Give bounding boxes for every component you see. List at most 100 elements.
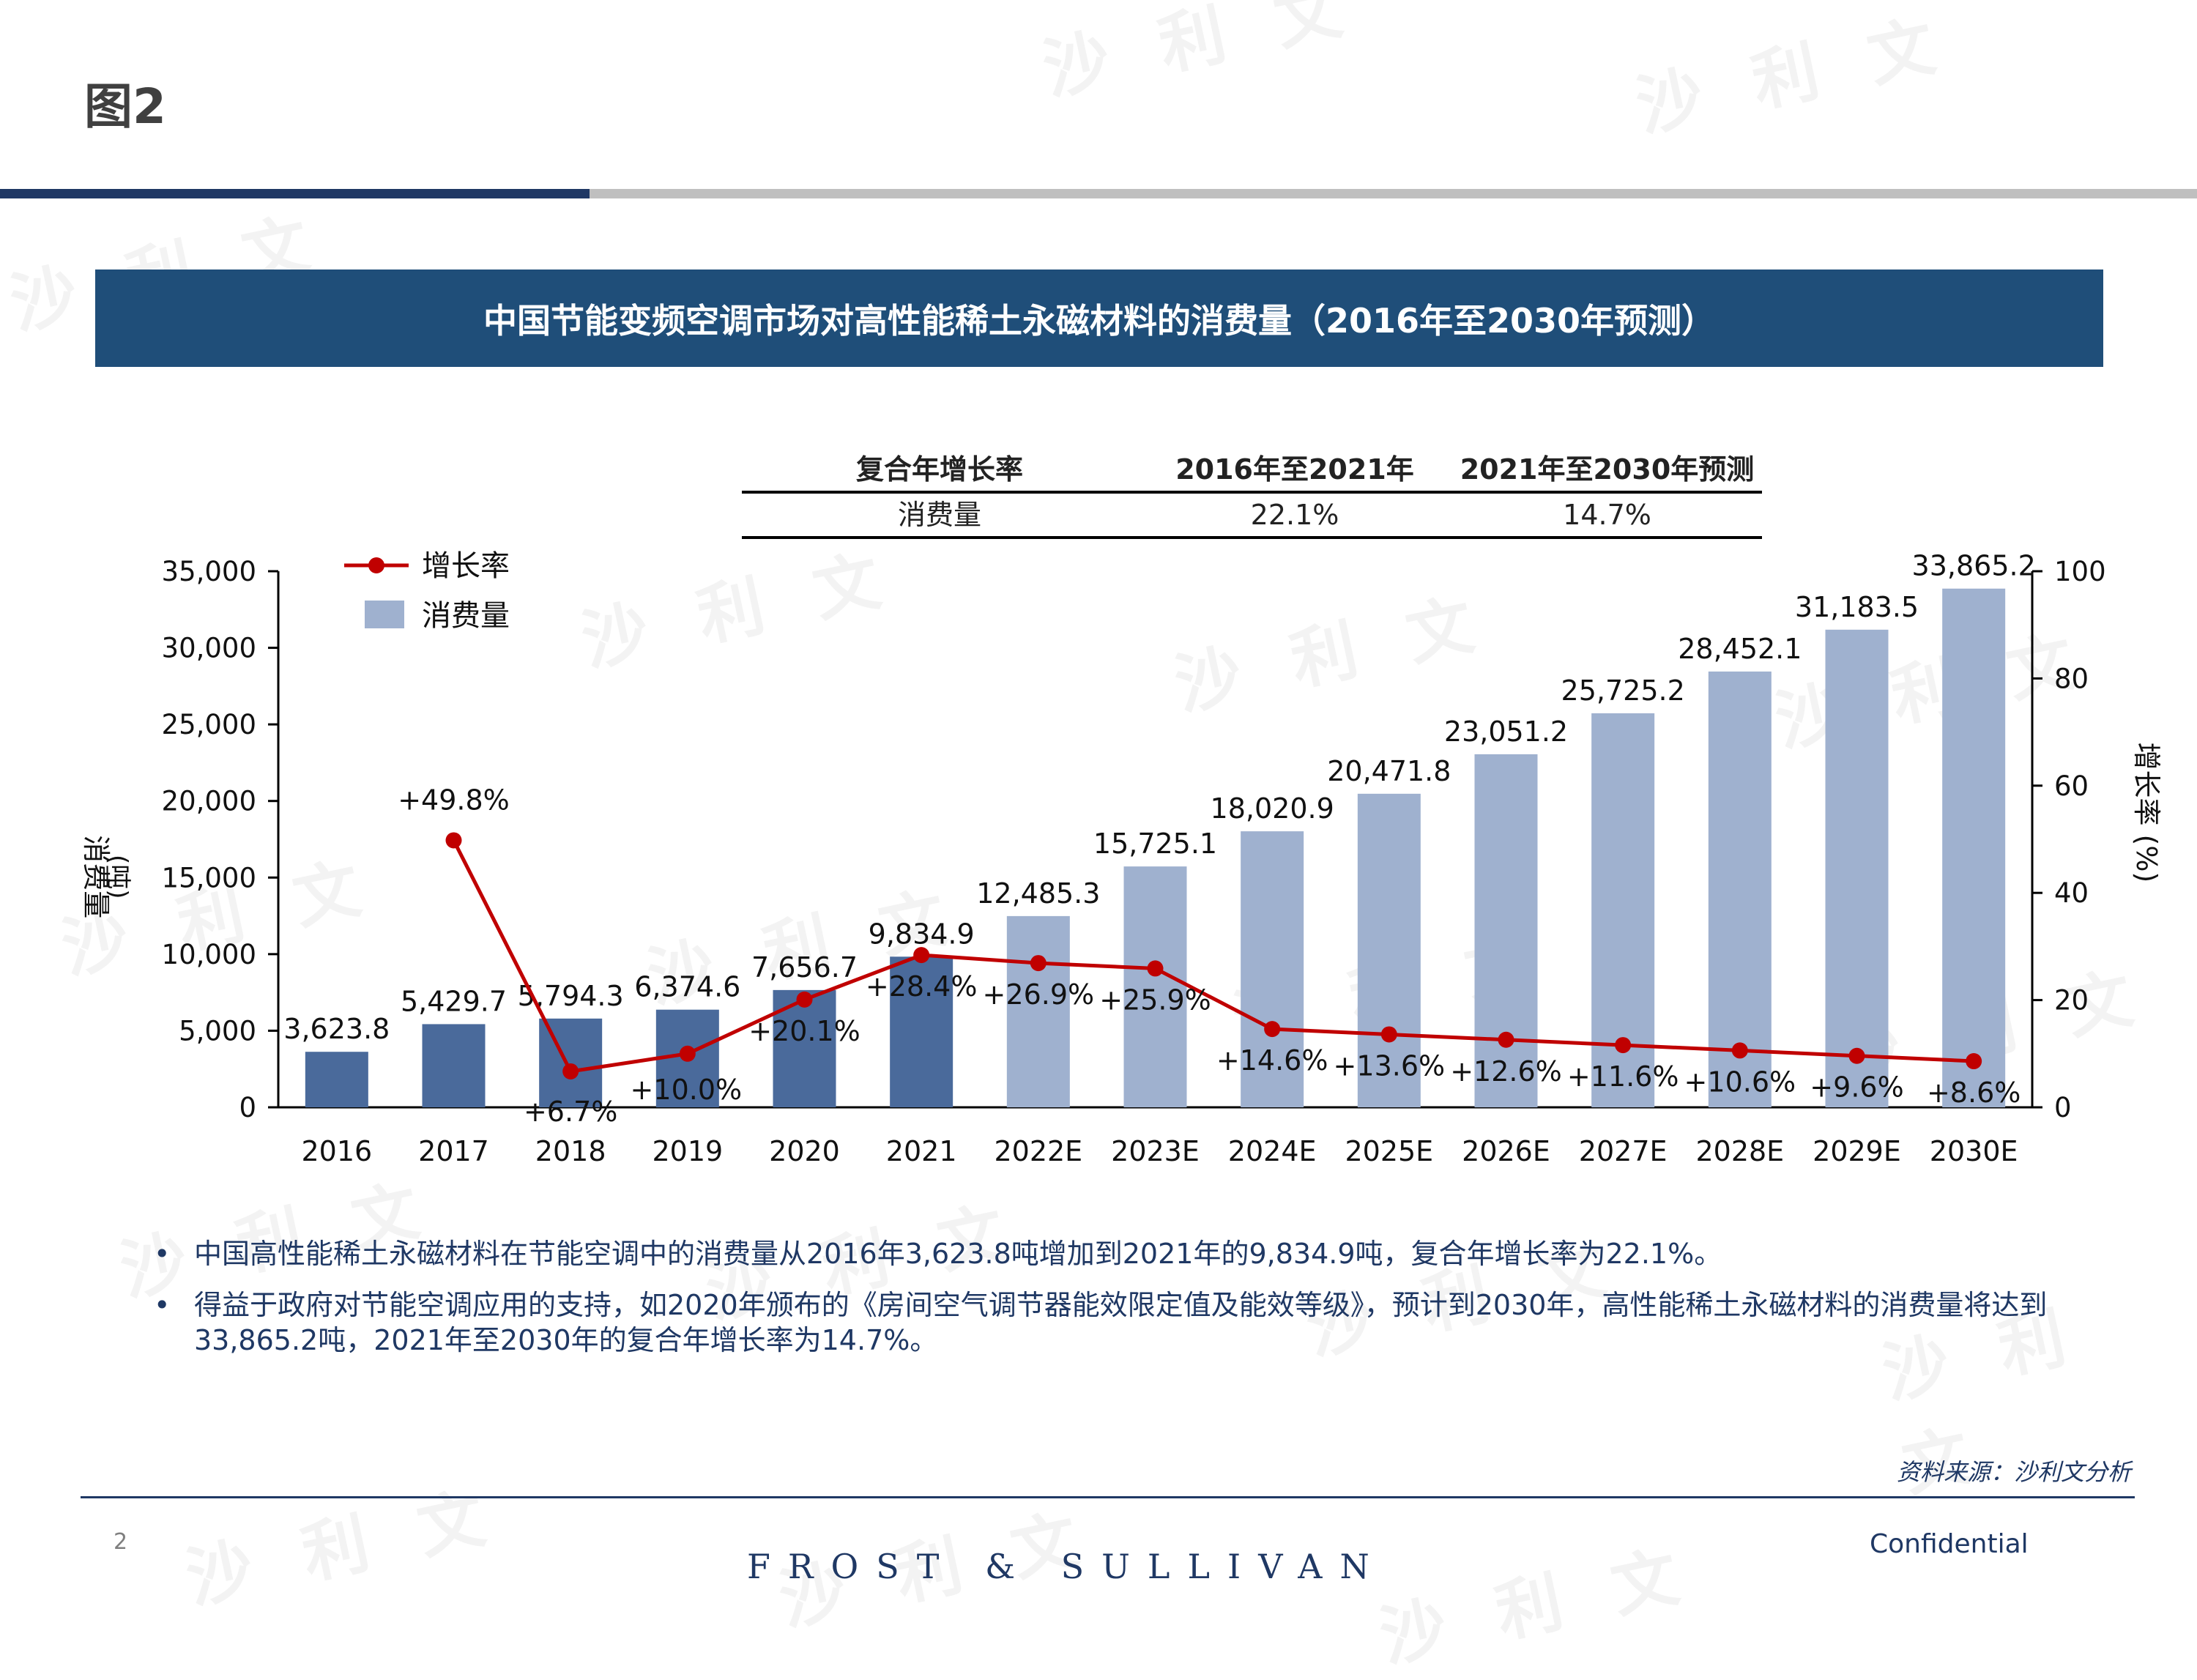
header-rule-light bbox=[590, 189, 2197, 198]
bar-2025E bbox=[1357, 793, 1421, 1107]
legend-label: 消费量 bbox=[422, 599, 510, 633]
bar-value-label: 31,183.5 bbox=[1795, 591, 1919, 623]
growth-rate-point bbox=[796, 991, 813, 1008]
growth-rate-line bbox=[452, 839, 1974, 1074]
growth-rate-point bbox=[562, 1063, 579, 1079]
y2-tick-label: 40 bbox=[2054, 877, 2089, 909]
bar-2022E bbox=[1006, 915, 1070, 1107]
x-tick-label: 2022E bbox=[994, 1135, 1082, 1167]
growth-rate-label: +8.6% bbox=[1927, 1077, 2021, 1109]
growth-rate-label: +14.6% bbox=[1216, 1044, 1328, 1077]
cagr-header-cell: 2021年至2030年预测 bbox=[1460, 453, 1755, 486]
growth-rate-point bbox=[1380, 1026, 1397, 1043]
bar-value-label: 18,020.9 bbox=[1211, 792, 1334, 825]
cagr-data-row: 消费量 22.1% 14.7% bbox=[742, 494, 1762, 539]
y-tick-label: 10,000 bbox=[162, 939, 256, 970]
y-tick-label: 30,000 bbox=[162, 633, 256, 664]
growth-rate-label: +9.6% bbox=[1810, 1071, 1903, 1104]
bullet-list: • 中国高性能稀土永磁材料在节能空调中的消费量从2016年3,623.8吨增加到… bbox=[154, 1236, 2094, 1374]
watermark: 沙 利 文 bbox=[179, 1476, 506, 1618]
legend-line-marker bbox=[368, 557, 384, 573]
x-tick-label: 2016 bbox=[301, 1135, 372, 1167]
x-tick-label: 2027E bbox=[1579, 1135, 1668, 1167]
bar-value-label: 9,834.9 bbox=[869, 918, 975, 950]
growth-rate-label: +26.9% bbox=[983, 978, 1095, 1011]
y-axis-title-unit: (吨) bbox=[103, 855, 133, 899]
bar-value-label: 5,429.7 bbox=[401, 985, 507, 1017]
bar-value-label: 6,374.6 bbox=[634, 971, 740, 1003]
growth-rate-label: +12.6% bbox=[1450, 1055, 1562, 1088]
x-tick-label: 2030E bbox=[1930, 1135, 2018, 1167]
growth-rate-point bbox=[1731, 1042, 1748, 1059]
chart-title: 中国节能变频空调市场对高性能稀土永磁材料的消费量（2016年至2030年预测） bbox=[483, 300, 1716, 341]
bar-2030E bbox=[1942, 588, 2006, 1107]
bullet-text: 得益于政府对节能空调应用的支持，如2020年颁布的《房间空气调节器能效限定值及能… bbox=[194, 1289, 2048, 1356]
bar-value-label: 3,623.8 bbox=[283, 1013, 390, 1045]
x-tick-label: 2020 bbox=[769, 1135, 840, 1167]
bar-value-label: 15,725.1 bbox=[1093, 828, 1217, 860]
cagr-header-row: 复合年增长率 2016年至2021年 2021年至2030年预测 bbox=[742, 448, 1762, 494]
page-number: 2 bbox=[114, 1529, 128, 1555]
growth-rate-label: +28.4% bbox=[866, 970, 978, 1003]
growth-rate-point bbox=[913, 947, 930, 964]
growth-rate-point bbox=[679, 1045, 696, 1062]
x-tick-label: 2019 bbox=[652, 1135, 723, 1167]
growth-rate-point bbox=[1848, 1047, 1865, 1064]
y2-tick-label: 60 bbox=[2054, 770, 2089, 802]
y-tick-label: 5,000 bbox=[179, 1015, 256, 1047]
growth-rate-label: +10.0% bbox=[631, 1074, 743, 1106]
bar-value-label: 5,794.3 bbox=[518, 980, 624, 1012]
cagr-header-cell: 复合年增长率 bbox=[855, 453, 1023, 486]
y2-tick-label: 0 bbox=[2054, 1092, 2072, 1123]
growth-rate-point bbox=[1264, 1021, 1281, 1038]
chart-title-bar: 中国节能变频空调市场对高性能稀土永磁材料的消费量（2016年至2030年预测） bbox=[95, 270, 2103, 367]
cagr-table: 复合年增长率 2016年至2021年 2021年至2030年预测 消费量 22.… bbox=[742, 448, 1762, 539]
y-tick-label: 20,000 bbox=[162, 786, 256, 817]
bar-2023E bbox=[1123, 866, 1187, 1107]
cagr-cell: 22.1% bbox=[1250, 499, 1339, 531]
legend-bar-swatch bbox=[365, 601, 404, 628]
legend-label: 增长率 bbox=[422, 549, 510, 583]
x-tick-label: 2023E bbox=[1111, 1135, 1200, 1167]
growth-rate-point bbox=[1030, 955, 1047, 972]
bullet-text: 中国高性能稀土永磁材料在节能空调中的消费量从2016年3,623.8吨增加到20… bbox=[194, 1238, 1722, 1270]
x-tick-label: 2017 bbox=[418, 1135, 489, 1167]
growth-rate-label: +49.8% bbox=[398, 784, 510, 816]
cagr-header-cell: 2016年至2021年 bbox=[1175, 453, 1414, 486]
figure-label: 图2 bbox=[84, 78, 166, 135]
cagr-cell: 14.7% bbox=[1563, 499, 1651, 531]
y-axis-title-line: 消费量 bbox=[80, 835, 112, 918]
y2-tick-label: 80 bbox=[2054, 663, 2089, 694]
x-tick-label: 2028E bbox=[1695, 1135, 1784, 1167]
growth-rate-label: +10.6% bbox=[1684, 1066, 1796, 1098]
x-tick-label: 2025E bbox=[1345, 1135, 1433, 1167]
y-tick-label: 15,000 bbox=[162, 862, 256, 893]
y-tick-label: 0 bbox=[239, 1092, 256, 1123]
y-tick-label: 25,000 bbox=[162, 709, 256, 740]
growth-rate-label: +13.6% bbox=[1334, 1049, 1446, 1082]
watermark: 沙 利 文 bbox=[1373, 1535, 1700, 1677]
x-tick-label: 2018 bbox=[535, 1135, 606, 1167]
brand-logo-text: FROST & SULLIVAN bbox=[747, 1547, 1387, 1586]
bullet-marker: • bbox=[154, 1289, 171, 1321]
footer-rule bbox=[81, 1496, 2135, 1498]
bullet-marker: • bbox=[154, 1238, 171, 1270]
combo-chart: 0 5,000 10,000 15,000 20,000 25,000 30,000 35,0… bbox=[80, 549, 2163, 1167]
bar-2017 bbox=[422, 1024, 486, 1107]
bar-2021 bbox=[890, 956, 953, 1107]
bullet-item: • 中国高性能稀土永磁材料在节能空调中的消费量从2016年3,623.8吨增加到… bbox=[154, 1236, 2094, 1271]
confidential-label: Confidential bbox=[1870, 1529, 2029, 1559]
bar-value-label: 7,656.7 bbox=[751, 951, 858, 984]
bar-2024E bbox=[1241, 831, 1304, 1107]
growth-rate-label: +6.7% bbox=[524, 1096, 617, 1128]
growth-rate-point bbox=[445, 832, 462, 849]
bar-value-label: 20,471.8 bbox=[1327, 755, 1451, 787]
bar-2029E bbox=[1825, 629, 1889, 1107]
bar-value-label: 33,865.2 bbox=[1912, 550, 2036, 582]
cagr-cell: 消费量 bbox=[897, 499, 981, 531]
x-tick-label: 2024E bbox=[1228, 1135, 1317, 1167]
growth-rate-point bbox=[1498, 1031, 1514, 1048]
x-tick-label: 2021 bbox=[886, 1135, 957, 1167]
bar-value-label: 23,051.2 bbox=[1444, 716, 1568, 748]
y2-tick-label: 100 bbox=[2054, 556, 2106, 587]
